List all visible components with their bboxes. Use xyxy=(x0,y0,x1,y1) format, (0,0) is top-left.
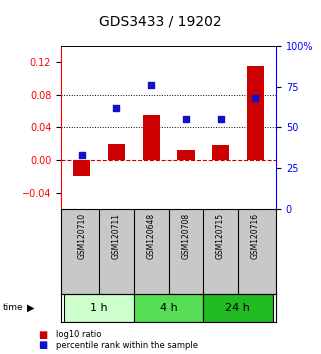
Text: percentile rank within the sample: percentile rank within the sample xyxy=(56,341,198,350)
Bar xyxy=(177,150,195,160)
Text: ■: ■ xyxy=(39,330,48,339)
Bar xyxy=(247,67,264,160)
Text: 24 h: 24 h xyxy=(225,303,250,313)
Text: 1 h: 1 h xyxy=(90,303,108,313)
Point xyxy=(183,116,188,122)
Point xyxy=(253,95,258,101)
Text: GSM120711: GSM120711 xyxy=(112,213,121,259)
Text: GSM120648: GSM120648 xyxy=(147,213,156,259)
Text: ■: ■ xyxy=(39,340,48,350)
Bar xyxy=(134,294,203,322)
Bar xyxy=(65,294,134,322)
Text: GSM120715: GSM120715 xyxy=(216,213,225,259)
Text: 4 h: 4 h xyxy=(160,303,178,313)
Point xyxy=(149,82,154,88)
Text: GSM120716: GSM120716 xyxy=(251,213,260,259)
Point xyxy=(218,116,223,122)
Bar xyxy=(108,144,125,160)
Text: GDS3433 / 19202: GDS3433 / 19202 xyxy=(99,14,222,28)
Bar xyxy=(73,160,91,176)
Text: time: time xyxy=(3,303,24,313)
Text: GSM120708: GSM120708 xyxy=(181,213,190,259)
Point xyxy=(114,105,119,111)
Text: log10 ratio: log10 ratio xyxy=(56,330,101,339)
Point xyxy=(79,152,84,158)
Text: GSM120710: GSM120710 xyxy=(77,213,86,259)
Bar xyxy=(143,115,160,160)
Bar xyxy=(212,145,229,160)
Bar xyxy=(203,294,273,322)
Text: ▶: ▶ xyxy=(27,303,35,313)
